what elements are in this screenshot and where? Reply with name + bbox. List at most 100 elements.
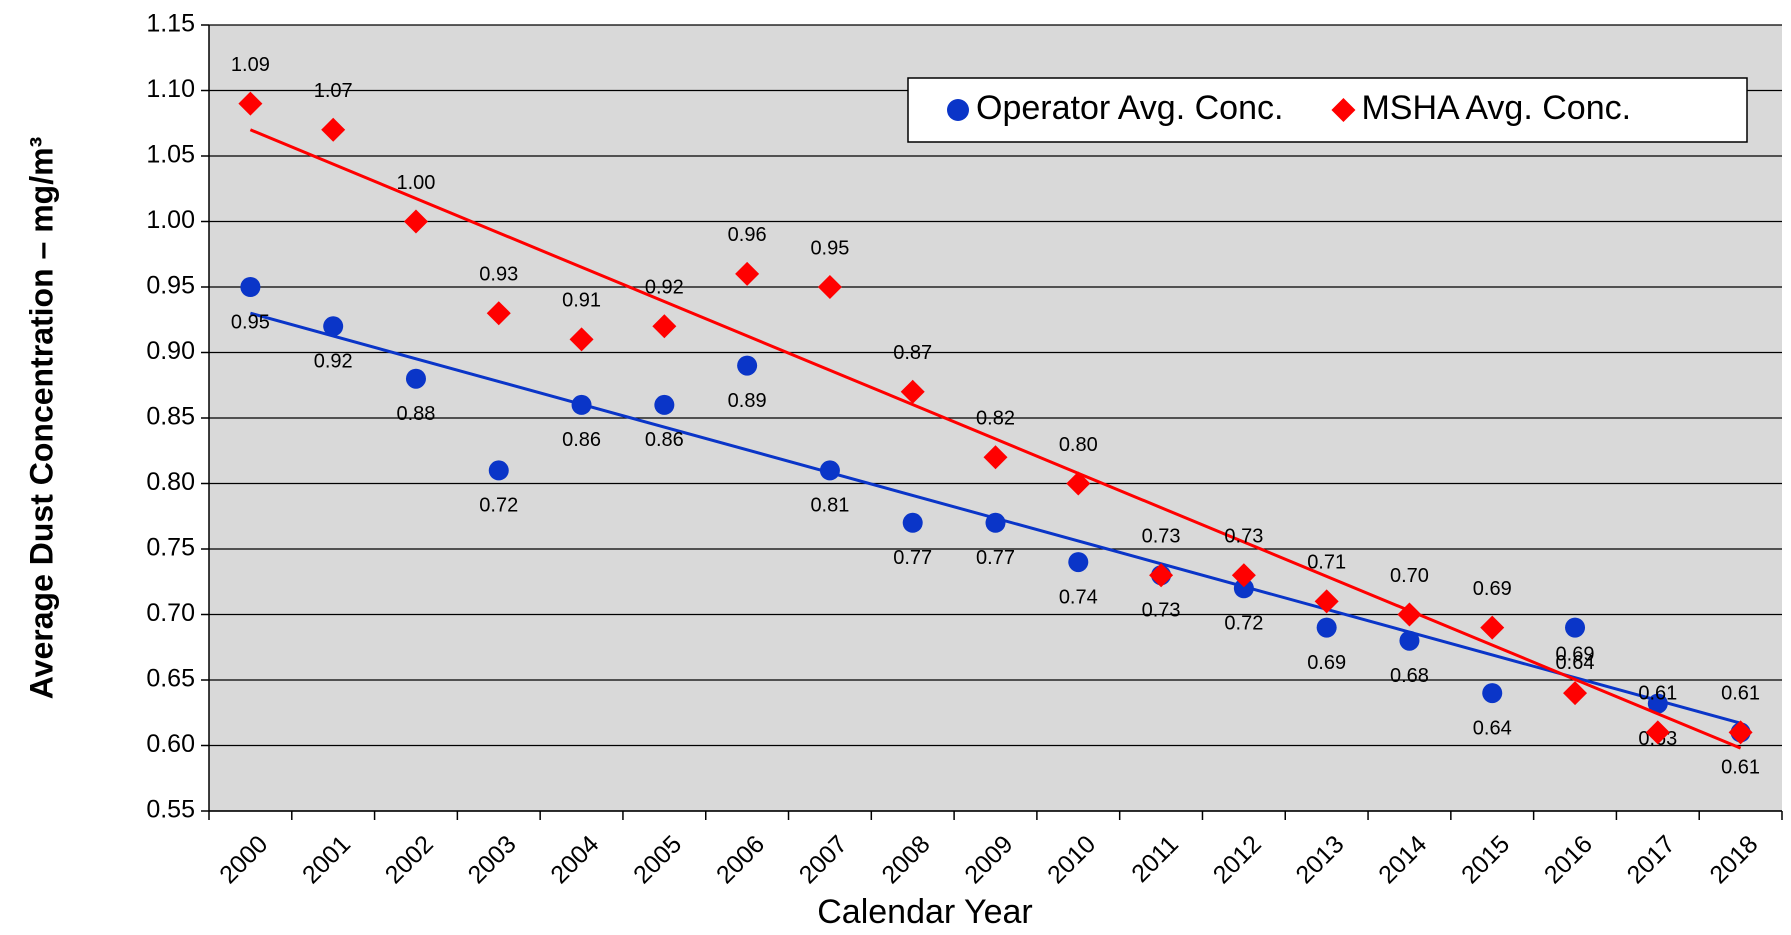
x-tick-label: 2012 (1208, 830, 1267, 889)
x-tick-label: 2000 (214, 830, 273, 889)
data-point (735, 261, 760, 286)
data-point (569, 327, 594, 352)
y-tick-label: 0.55 (146, 796, 195, 824)
x-tick-label: 2008 (876, 830, 935, 889)
data-label: 0.77 (893, 547, 932, 569)
x-tick-label: 2015 (1456, 830, 1515, 889)
data-label: 0.69 (1307, 652, 1346, 674)
x-tick-label: 2006 (711, 830, 770, 889)
legend-label: Operator Avg. Conc. (976, 89, 1283, 127)
data-point (817, 275, 842, 299)
x-tick-label: 2010 (1042, 830, 1101, 889)
data-label: 0.69 (1556, 643, 1595, 665)
data-label: 1.00 (397, 172, 436, 194)
data-label: 0.61 (1721, 683, 1760, 705)
x-tick-label: 2005 (628, 830, 687, 889)
data-point (902, 512, 923, 533)
x-tick-label: 2016 (1539, 830, 1598, 889)
data-point (985, 512, 1006, 533)
data-label: 0.82 (976, 408, 1015, 430)
data-point (1231, 563, 1256, 588)
data-label: 0.89 (728, 390, 767, 412)
x-tick-label: 2018 (1704, 830, 1763, 889)
data-label: 0.61 (1638, 683, 1677, 705)
data-label: 0.73 (1142, 525, 1181, 547)
data-point (571, 394, 592, 415)
data-label: 0.77 (976, 547, 1015, 569)
data-point (405, 368, 426, 389)
y-tick-label: 0.70 (146, 599, 195, 627)
data-label: 1.09 (231, 54, 270, 76)
data-label: 0.74 (1059, 586, 1098, 608)
data-point (488, 460, 509, 481)
data-point (240, 277, 261, 297)
data-label: 0.73 (1224, 525, 1263, 547)
x-tick-label: 2004 (545, 830, 604, 889)
data-label: 0.87 (893, 342, 932, 364)
data-label: 0.71 (1307, 552, 1346, 574)
data-point (737, 355, 758, 376)
x-tick-label: 2007 (794, 830, 853, 889)
x-tick-label: 2014 (1373, 830, 1432, 889)
x-tick-label: 2011 (1126, 830, 1184, 888)
x-tick-label: 2009 (959, 830, 1018, 889)
data-point (652, 314, 677, 339)
x-tick-label: 2003 (463, 830, 522, 889)
y-tick-label: 1.00 (146, 206, 195, 234)
data-label: 0.72 (479, 495, 518, 517)
data-point (1397, 602, 1422, 627)
x-axis-title: Calendar Year (817, 893, 1033, 931)
data-label: 0.61 (1721, 757, 1760, 779)
data-point (238, 91, 263, 116)
data-point (1068, 552, 1089, 573)
y-tick-label: 1.05 (146, 141, 195, 169)
x-tick-label: 2017 (1622, 830, 1681, 889)
data-label: 0.96 (728, 224, 767, 246)
data-point (1565, 617, 1586, 638)
data-label: 0.93 (479, 263, 518, 285)
data-label: 0.86 (562, 429, 601, 451)
data-point (1316, 617, 1337, 638)
data-point (1233, 578, 1254, 599)
data-label: 0.92 (314, 351, 353, 373)
y-tick-label: 0.95 (146, 272, 195, 300)
data-point (983, 445, 1008, 470)
data-point (1480, 615, 1505, 640)
y-tick-label: 0.85 (146, 403, 195, 431)
y-tick-label: 0.90 (146, 337, 195, 365)
data-label: 0.91 (562, 290, 601, 312)
data-label: 0.88 (397, 403, 436, 425)
data-point (486, 301, 511, 326)
data-point (1728, 720, 1753, 745)
data-point (654, 394, 675, 415)
data-label: 0.69 (1473, 578, 1512, 600)
data-label: 1.07 (314, 80, 353, 102)
data-point (1563, 681, 1588, 706)
data-point (1482, 683, 1503, 704)
y-tick-label: 0.75 (146, 534, 195, 562)
data-point (1066, 471, 1091, 496)
x-tick-label: 2013 (1290, 830, 1349, 889)
x-tick-label: 2002 (380, 830, 439, 889)
legend-box (907, 77, 1748, 143)
y-tick-label: 0.80 (146, 468, 195, 496)
data-label: 0.72 (1224, 613, 1263, 635)
x-tick-label: 2001 (297, 830, 356, 889)
data-point (403, 209, 428, 234)
data-label: 0.70 (1390, 565, 1429, 587)
data-point (1149, 563, 1174, 588)
data-point (819, 460, 840, 481)
y-tick-label: 1.15 (146, 10, 195, 38)
data-point (1645, 720, 1670, 745)
y-tick-label: 0.65 (146, 665, 195, 693)
data-label: 0.92 (645, 277, 684, 299)
data-point (321, 117, 346, 142)
y-tick-label: 1.10 (146, 75, 195, 103)
data-point (1399, 630, 1420, 651)
legend-marker (947, 99, 969, 121)
y-axis-title: Average Dust Concentration – mg/m³ (23, 137, 59, 699)
data-label: 0.68 (1390, 665, 1429, 687)
data-label: 0.80 (1059, 434, 1098, 456)
data-point (900, 379, 925, 404)
